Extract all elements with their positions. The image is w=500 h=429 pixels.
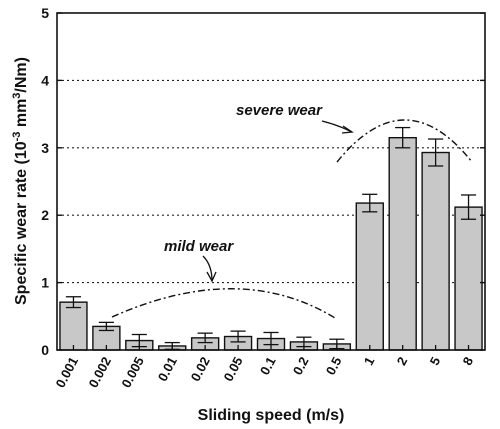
y-axis-title-exp2: 3 [11, 93, 23, 99]
error-bars [65, 126, 477, 350]
x-tick-label: 0.1 [257, 354, 279, 377]
bar-8 [454, 206, 483, 351]
x-axis-title: Sliding speed (m/s) [198, 407, 345, 424]
x-tick-label: 0.005 [118, 354, 147, 390]
x-tick-label: 0.5 [323, 354, 345, 377]
y-tick-label: 4 [41, 72, 49, 88]
y-tick-label: 2 [41, 207, 49, 223]
y-tick-label: 5 [41, 5, 49, 21]
y-axis-title: Specific wear rate (10-3 mm3/Nm) [11, 57, 30, 305]
mild-wear-curve [111, 288, 336, 319]
x-tick-label: 2 [394, 354, 411, 367]
x-tick-label: 0.02 [188, 354, 213, 383]
trend-curves [111, 119, 473, 319]
x-tick-label: 0.01 [155, 354, 180, 383]
y-axis-ticks: 0 1 2 3 4 5 [41, 5, 485, 358]
x-tick-label: 1 [361, 354, 378, 367]
bars [59, 136, 483, 351]
y-tick-label: 0 [41, 342, 49, 358]
severe-wear-arrow [321, 120, 353, 133]
bar-0.001 [59, 301, 88, 351]
x-tick-label: 0.001 [53, 354, 82, 390]
y-axis-title-mid: mm [13, 99, 30, 132]
severe-wear-arrowhead [341, 125, 354, 134]
x-axis-ticks: 0.001 0.002 0.005 0.01 0.02 0.05 0.1 0.2 0.5 1 2 5 8 [53, 345, 477, 390]
y-axis-title-end: /Nm) [13, 57, 30, 93]
x-tick-label: 0.2 [290, 354, 312, 377]
x-tick-label: 0.05 [221, 354, 246, 383]
x-tick-label: 0.002 [86, 354, 115, 390]
bar-5 [421, 151, 450, 351]
mild-wear-arrow [202, 255, 213, 282]
bar-1 [355, 202, 384, 351]
y-axis-title-exp1: -3 [11, 132, 23, 142]
bar-2 [388, 136, 417, 351]
severe-wear-curve [336, 119, 473, 163]
y-tick-label: 1 [41, 275, 49, 291]
x-tick-label: 5 [427, 354, 444, 367]
y-tick-label: 3 [41, 140, 49, 156]
x-tick-label: 8 [460, 354, 477, 367]
mild-wear-label: mild wear [164, 238, 234, 255]
y-axis-title-main: Specific wear rate (10 [13, 141, 30, 305]
severe-wear-label: severe wear [236, 102, 323, 119]
plot-frame [56, 12, 486, 351]
mild-wear-arrowhead [206, 271, 217, 283]
